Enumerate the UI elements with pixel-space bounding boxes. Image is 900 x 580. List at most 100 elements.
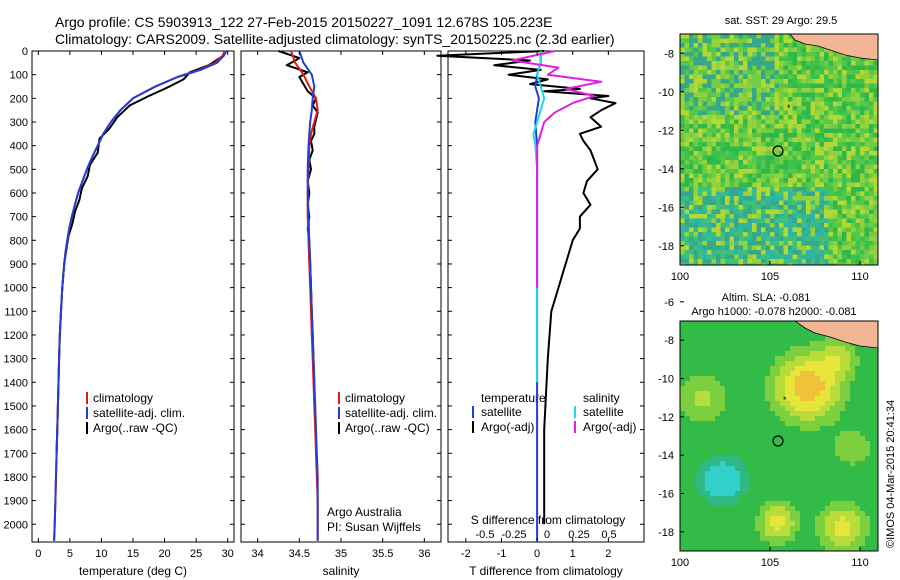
sla-cell	[720, 496, 726, 502]
sla-cell	[865, 356, 871, 362]
sla-cell	[680, 526, 686, 532]
sla-cell	[755, 531, 761, 537]
sla-cell	[705, 541, 711, 547]
sst-cell	[770, 56, 775, 62]
sst-cell	[792, 214, 798, 219]
sst-cell	[779, 133, 784, 138]
sst-cell	[689, 61, 694, 66]
sst-cell	[797, 214, 802, 219]
sst-cell	[837, 160, 843, 165]
sst-cell	[765, 151, 771, 156]
sst-cell	[729, 250, 735, 255]
sst-cell	[792, 227, 798, 233]
sla-cell	[815, 406, 821, 412]
sla-cell	[800, 346, 806, 352]
sst-cell	[842, 160, 847, 165]
sst-cell	[846, 79, 852, 84]
sst-cell	[815, 209, 820, 215]
sst-cell	[864, 209, 870, 215]
sst-cell	[702, 74, 708, 80]
sla-cell	[795, 466, 801, 472]
sla-cell	[790, 466, 796, 472]
sst-cell	[873, 178, 878, 183]
sst-cell	[689, 164, 694, 170]
sst-cell	[783, 106, 789, 111]
sst-cell	[783, 191, 789, 197]
salinity-xtick-label: 35	[335, 548, 347, 560]
sla-cell	[715, 351, 721, 357]
sst-cell	[756, 250, 762, 255]
sst-cell	[707, 182, 712, 188]
sla-cell	[860, 511, 866, 517]
sst-cell	[738, 205, 744, 210]
sla-cell	[855, 541, 861, 547]
sla-cell	[760, 541, 766, 547]
sst-cell	[824, 178, 829, 183]
sla-cell	[830, 356, 836, 362]
sst-cell	[720, 79, 726, 84]
sla-cell	[860, 406, 866, 412]
sla-cell	[785, 526, 791, 532]
sst-cell	[693, 133, 699, 138]
sst-cell	[743, 137, 748, 143]
sla-cell	[875, 451, 878, 457]
sst-cell	[765, 209, 771, 215]
sla-cell	[710, 496, 716, 502]
sla-cell	[755, 361, 761, 367]
sst-cell	[824, 254, 829, 260]
sst-cell	[783, 187, 789, 192]
sst-cell	[779, 173, 784, 179]
sla-cell	[795, 396, 801, 402]
sst-cell	[747, 146, 753, 152]
sla-cell	[730, 436, 736, 442]
sla-cell	[865, 501, 871, 507]
sst-cell	[734, 97, 739, 102]
sla-cell	[755, 516, 761, 522]
sst-cell	[756, 146, 762, 152]
sla-cell	[735, 486, 741, 492]
sla-cell	[760, 491, 766, 497]
figure-title-line1: Argo profile: CS 5903913_122 27-Feb-2015…	[55, 14, 552, 30]
sst-cell	[806, 164, 811, 170]
sst-cell	[729, 263, 735, 265]
sla-cell	[800, 426, 806, 432]
sst-cell	[774, 56, 780, 62]
sla-cell	[845, 381, 851, 387]
sst-cell	[819, 200, 825, 206]
sst-cell	[788, 178, 793, 183]
sst-cell	[698, 56, 703, 62]
sla-cell	[735, 516, 741, 522]
sst-cell	[752, 119, 757, 125]
sla-cell	[810, 461, 816, 467]
sst-cell	[707, 187, 712, 192]
sla-cell	[865, 366, 871, 372]
sst-map-title: sat. SST: 29 Argo: 29.5	[725, 15, 838, 27]
sla-cell	[745, 451, 751, 457]
sla-cell	[740, 401, 746, 407]
sst-cell	[869, 74, 874, 80]
sst-cell	[819, 151, 825, 156]
sst-cell	[851, 101, 856, 107]
sla-cell	[815, 521, 821, 527]
sla-cell	[800, 401, 806, 407]
sst-cell	[734, 178, 739, 183]
sst-cell	[824, 187, 829, 192]
sst-cell	[756, 160, 762, 165]
sst-cell	[747, 34, 753, 39]
sst-cell	[680, 34, 685, 39]
sst-cell	[842, 232, 847, 237]
sst-cell	[779, 115, 784, 120]
sst-cell	[783, 61, 789, 66]
sla-cell	[710, 436, 716, 442]
salinity-xtick-label: 36	[418, 548, 430, 560]
sla-cell	[745, 531, 751, 537]
sla-cell	[740, 501, 746, 507]
sst-cell	[797, 133, 802, 138]
sst-cell	[837, 142, 843, 147]
sst-cell	[693, 254, 699, 260]
sst-cell	[738, 196, 744, 201]
sla-cell	[840, 376, 846, 382]
sst-cell	[788, 173, 793, 179]
sla-cell	[875, 421, 878, 427]
sla-cell	[695, 366, 701, 372]
